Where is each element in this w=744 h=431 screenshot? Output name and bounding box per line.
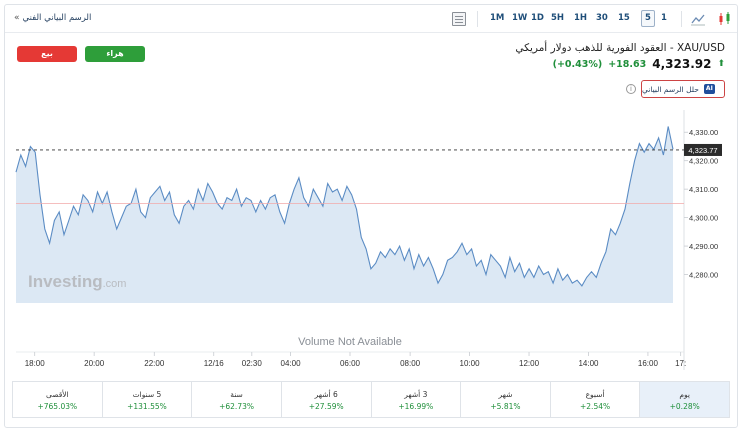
- price-row: (+0.43%) +18.63 4,323.92 ⬆: [553, 57, 725, 71]
- instrument-title: XAU/USD - العقود الفورية للذهب دولار أمر…: [515, 42, 725, 54]
- period-change: +0.28%: [669, 402, 700, 411]
- period-label: سنة: [230, 390, 243, 399]
- chevron-right-icon: »: [14, 13, 20, 23]
- analyze-chart-label: حلل الرسم البياني: [642, 84, 699, 94]
- period-cell[interactable]: 5 سنوات +131.55%: [101, 382, 192, 417]
- period-label: 5 سنوات: [132, 390, 162, 399]
- tech-chart-label: الرسم البياني الفني: [22, 13, 92, 23]
- chart-widget: الرسم البياني الفني » 1 5 15 30 1H 5H 1D 1W 1M ب…: [4, 4, 738, 428]
- sell-button[interactable]: بيع: [17, 46, 77, 62]
- period-change: +5.81%: [490, 402, 521, 411]
- price-change-percent: (+0.43%): [552, 58, 603, 70]
- toolbar-divider: [681, 11, 682, 27]
- document-icon[interactable]: [452, 12, 466, 26]
- chart-toolbar: الرسم البياني الفني » 1 5 15 30 1H 5H 1D 1W 1M: [5, 5, 737, 33]
- timeframe-30[interactable]: 30: [596, 13, 608, 23]
- tech-chart-link[interactable]: الرسم البياني الفني »: [14, 13, 91, 23]
- last-price: 4,323.92: [652, 57, 712, 71]
- info-icon[interactable]: i: [626, 84, 636, 94]
- toolbar-divider: [477, 11, 478, 27]
- period-change: +131.55%: [127, 402, 167, 411]
- period-cell[interactable]: يوم +0.28%: [639, 382, 729, 417]
- period-change: +16.99%: [398, 402, 434, 411]
- period-change: +765.03%: [37, 402, 78, 411]
- price-change: +18.63: [608, 58, 647, 70]
- timeframe-1h[interactable]: 1H: [574, 13, 588, 23]
- period-cell[interactable]: 3 أشهر +16.99%: [370, 382, 461, 417]
- analyze-chart-button[interactable]: AI حلل الرسم البياني: [641, 80, 725, 98]
- period-change: +62.73%: [219, 402, 254, 411]
- period-cell[interactable]: شهر +5.81%: [460, 382, 550, 417]
- timeframe-1m[interactable]: 1M: [490, 13, 505, 23]
- period-label: 6 أشهر: [314, 390, 338, 399]
- period-label: شهر: [498, 390, 513, 399]
- timeframe-1w[interactable]: 1W: [512, 13, 528, 23]
- timeframe-15[interactable]: 15: [618, 13, 630, 23]
- period-change: +2.54%: [580, 402, 611, 411]
- timeframe-5h[interactable]: 5H: [551, 13, 565, 23]
- period-label: الأقصى: [45, 390, 69, 399]
- period-performance-bar: يوم +0.28% أسبوع +2.54% شهر +5.81% 3 أشهر +16.9…: [12, 381, 730, 418]
- timeframe-1d[interactable]: 1D: [531, 13, 544, 23]
- period-label: يوم: [679, 390, 690, 399]
- ai-icon: AI: [703, 84, 715, 94]
- period-cell[interactable]: أسبوع +2.54%: [549, 382, 640, 417]
- period-change: +27.59%: [308, 402, 344, 411]
- buy-button[interactable]: هراء: [85, 46, 145, 62]
- up-arrow-icon: ⬆: [717, 59, 725, 69]
- period-label: أسبوع: [585, 390, 605, 399]
- period-cell[interactable]: الأقصى +765.03%: [13, 382, 102, 417]
- line-chart-icon[interactable]: [691, 12, 705, 26]
- timeframe-5[interactable]: 5: [641, 10, 655, 27]
- candlestick-icon[interactable]: [717, 11, 733, 27]
- period-label: 3 أشهر: [404, 390, 428, 399]
- period-cell[interactable]: سنة +62.73%: [191, 382, 281, 417]
- period-cell[interactable]: 6 أشهر +27.59%: [280, 382, 371, 417]
- timeframe-1[interactable]: 1: [661, 13, 667, 23]
